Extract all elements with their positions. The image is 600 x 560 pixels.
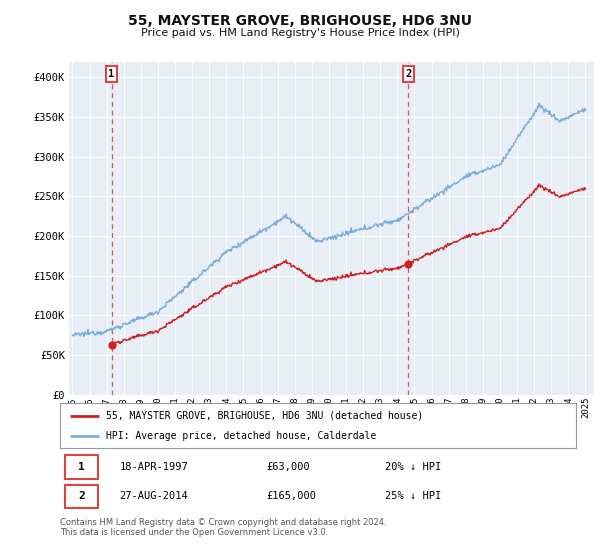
Text: 18-APR-1997: 18-APR-1997 <box>119 462 188 472</box>
Point <box>107 340 116 349</box>
Text: 1: 1 <box>78 462 85 472</box>
FancyBboxPatch shape <box>65 455 98 478</box>
Text: 20% ↓ HPI: 20% ↓ HPI <box>385 462 442 472</box>
Text: 2: 2 <box>406 69 412 79</box>
Text: 55, MAYSTER GROVE, BRIGHOUSE, HD6 3NU (detached house): 55, MAYSTER GROVE, BRIGHOUSE, HD6 3NU (d… <box>106 410 424 421</box>
Text: 55, MAYSTER GROVE, BRIGHOUSE, HD6 3NU: 55, MAYSTER GROVE, BRIGHOUSE, HD6 3NU <box>128 14 472 28</box>
FancyBboxPatch shape <box>65 484 98 508</box>
Text: Price paid vs. HM Land Registry's House Price Index (HPI): Price paid vs. HM Land Registry's House … <box>140 28 460 38</box>
Point <box>404 259 413 268</box>
Text: 25% ↓ HPI: 25% ↓ HPI <box>385 491 442 501</box>
Text: £165,000: £165,000 <box>266 491 316 501</box>
Text: £63,000: £63,000 <box>266 462 310 472</box>
Text: HPI: Average price, detached house, Calderdale: HPI: Average price, detached house, Cald… <box>106 431 377 441</box>
Text: Contains HM Land Registry data © Crown copyright and database right 2024.
This d: Contains HM Land Registry data © Crown c… <box>60 518 386 538</box>
Text: 1: 1 <box>109 69 115 79</box>
Text: 2: 2 <box>78 491 85 501</box>
Text: 27-AUG-2014: 27-AUG-2014 <box>119 491 188 501</box>
